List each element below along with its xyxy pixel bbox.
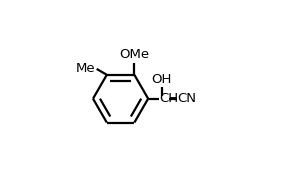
- Text: CH: CH: [159, 92, 178, 105]
- Text: Me: Me: [75, 62, 95, 75]
- Text: CN: CN: [177, 92, 196, 105]
- Text: OH: OH: [151, 72, 172, 86]
- Text: OMe: OMe: [119, 49, 149, 61]
